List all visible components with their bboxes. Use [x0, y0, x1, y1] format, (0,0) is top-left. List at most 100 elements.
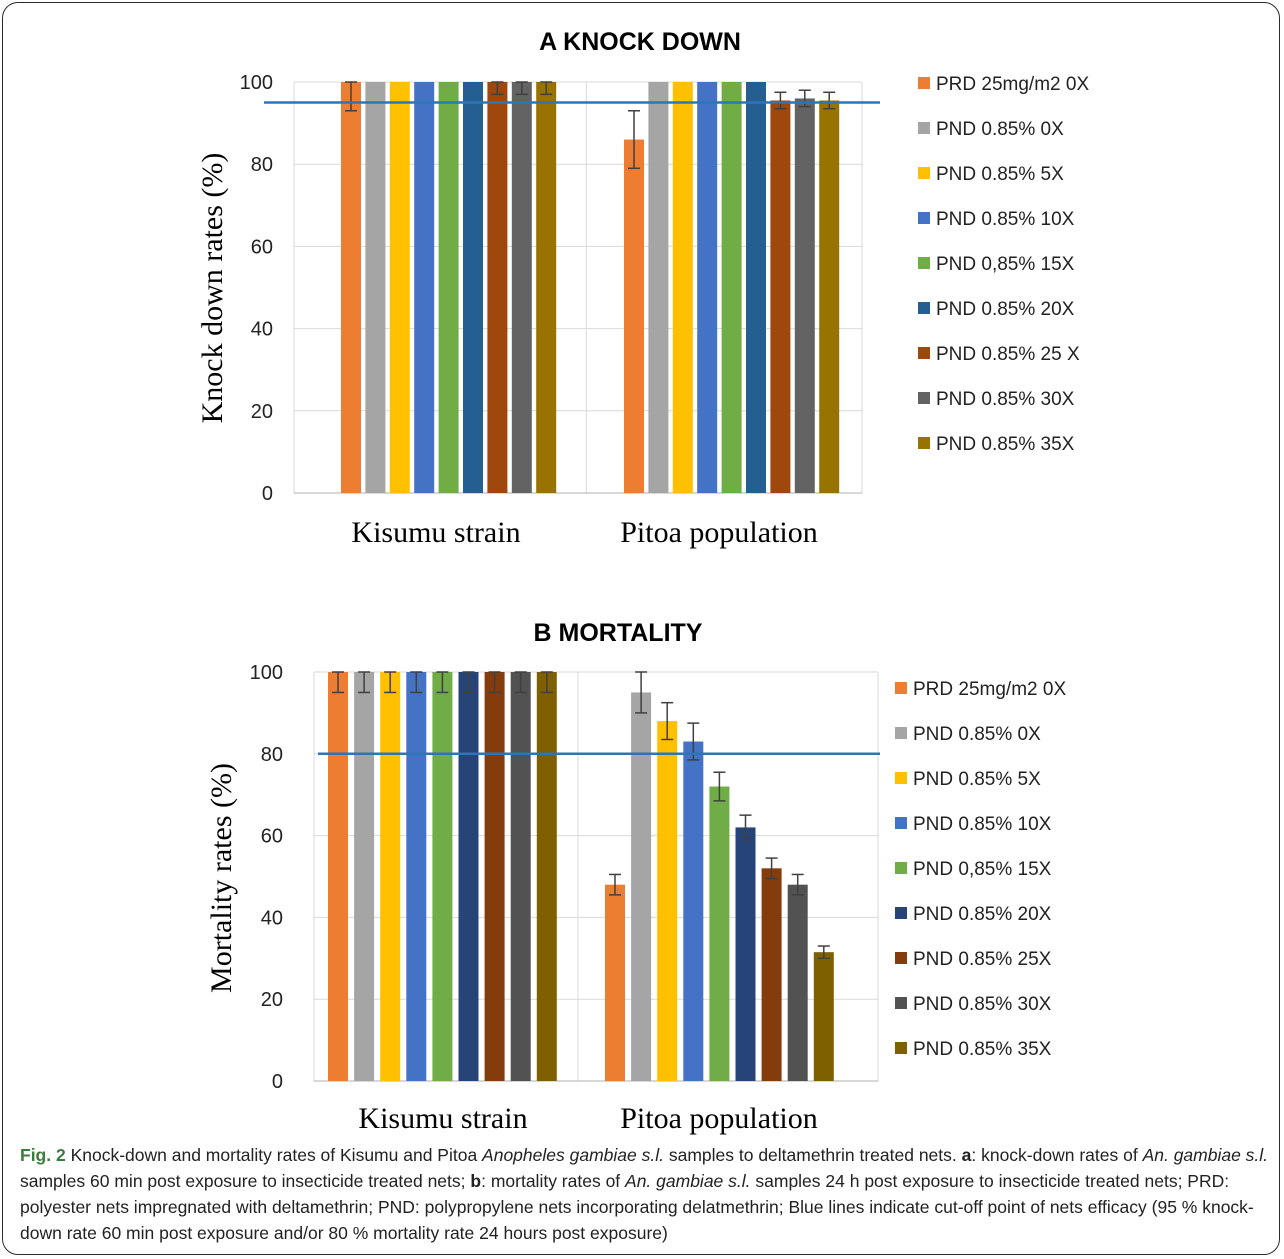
bar: [438, 82, 459, 493]
legend-swatch: [895, 727, 907, 739]
y-tick-label: 80: [261, 744, 283, 766]
caption-label: Fig. 2: [20, 1145, 66, 1165]
caption-part: An. gambiae s.l.: [625, 1171, 751, 1191]
bar: [484, 672, 505, 1081]
figure-caption: Fig. 2 Knock-down and mortality rates of…: [20, 1142, 1270, 1246]
legend-label: PND 0.85% 0X: [913, 724, 1041, 745]
legend-swatch: [895, 952, 907, 964]
chart-mortality: B MORTALITY Mortality rates (%) 0 20 40 60 8…: [205, 619, 1066, 1135]
legend-swatch: [918, 302, 930, 314]
caption-part: : knock-down rates of: [971, 1145, 1143, 1165]
y-tick-label: 100: [250, 662, 283, 684]
legend-label: PND 0.85% 5X: [936, 164, 1064, 185]
legend-swatch: [895, 772, 907, 784]
legend-label: PND 0.85% 10X: [936, 209, 1075, 230]
y-tick-label: 80: [251, 154, 273, 176]
bar: [458, 672, 479, 1081]
legend-swatch: [918, 167, 930, 179]
bar: [794, 98, 815, 493]
bar: [672, 82, 693, 493]
bar: [709, 786, 730, 1081]
y-tick-label: 20: [261, 989, 283, 1011]
caption-part: Knock-down and mortality rates of Kisumu…: [70, 1145, 483, 1165]
legend-label: PND 0.85% 35X: [936, 434, 1075, 455]
bar: [770, 100, 791, 494]
legend-swatch: [918, 257, 930, 269]
legend-swatch: [895, 817, 907, 829]
bar: [605, 884, 625, 1081]
legend-swatch: [895, 997, 907, 1009]
caption-part: b: [470, 1171, 482, 1191]
bar: [354, 672, 375, 1081]
y-tick-label: 60: [251, 236, 273, 258]
caption-part: samples 24 h post exposure to insecticid…: [20, 1171, 1254, 1243]
bar: [631, 692, 652, 1081]
bar: [536, 82, 557, 493]
legend-swatch: [918, 392, 930, 404]
caption-text: Knock-down and mortality rates of Kisumu…: [20, 1145, 1268, 1243]
bar: [328, 672, 348, 1081]
category-label: Pitoa population: [620, 516, 818, 549]
legend-label: PND 0.85% 35X: [913, 1039, 1052, 1060]
bar: [657, 721, 678, 1081]
legend-swatch: [918, 77, 930, 89]
bar: [721, 82, 742, 493]
legend-label: PRD 25mg/m2 0X: [936, 74, 1089, 95]
y-tick-label: 20: [251, 401, 273, 423]
bar: [536, 672, 557, 1081]
caption-part: a: [961, 1145, 972, 1165]
y-tick-label: 40: [251, 319, 273, 341]
bar: [683, 741, 704, 1081]
bar: [819, 100, 840, 494]
bar: [735, 827, 756, 1081]
legend-swatch: [918, 122, 930, 134]
y-tick-label: 60: [261, 826, 283, 848]
y-tick-label: 40: [261, 907, 283, 929]
y-tick-label: 0: [272, 1071, 283, 1093]
legend-swatch: [895, 1042, 907, 1054]
chart-b-ylabel: Mortality rates (%): [205, 763, 238, 993]
legend-swatch: [895, 907, 907, 919]
bar: [648, 82, 669, 493]
bar: [487, 82, 508, 493]
legend-label: PND 0.85% 10X: [913, 814, 1052, 835]
legend-swatch: [918, 437, 930, 449]
bar: [365, 82, 386, 493]
bar: [761, 868, 782, 1081]
legend-swatch: [918, 347, 930, 359]
y-tick-label: 100: [240, 72, 273, 94]
legend-swatch: [918, 212, 930, 224]
legend-label: PND 0.85% 25 X: [936, 344, 1080, 365]
legend-label: PND 0.85% 30X: [913, 994, 1052, 1015]
legend-label: PND 0.85% 20X: [913, 904, 1052, 925]
category-label: Pitoa population: [620, 1102, 818, 1135]
legend-label: PND 0.85% 20X: [936, 299, 1075, 320]
caption-part: An. gambiae s.l.: [1142, 1145, 1269, 1165]
legend-label: PND 0.85% 0X: [936, 119, 1064, 140]
bar: [463, 82, 483, 493]
bar: [510, 672, 531, 1081]
bar: [432, 672, 453, 1081]
chart-b-title: B MORTALITY: [534, 619, 703, 647]
caption-part: Anopheles gambiae s.l.: [482, 1145, 664, 1165]
chart-knock-down: A KNOCK DOWN Knock down rates (%) 0 20 40 6…: [196, 28, 1089, 549]
legend-swatch: [895, 862, 907, 874]
legend-label: PND 0.85% 30X: [936, 389, 1075, 410]
legend-label: PND 0,85% 15X: [936, 254, 1075, 275]
legend-label: PND 0.85% 5X: [913, 769, 1041, 790]
legend-swatch: [895, 682, 907, 694]
category-label: Kisumu strain: [358, 1102, 527, 1135]
legend-label: PND 0,85% 15X: [913, 859, 1052, 880]
caption-part: samples 60 min post exposure to insectic…: [20, 1171, 471, 1191]
category-label: Kisumu strain: [351, 516, 520, 549]
legend-label: PND 0.85% 25X: [913, 949, 1052, 970]
bar: [697, 82, 718, 493]
y-tick-label: 0: [262, 483, 273, 505]
chart-a-title: A KNOCK DOWN: [539, 28, 741, 56]
bar: [380, 672, 401, 1081]
bar: [389, 82, 410, 493]
bar: [341, 82, 361, 493]
bar: [511, 82, 532, 493]
bar: [813, 952, 834, 1081]
